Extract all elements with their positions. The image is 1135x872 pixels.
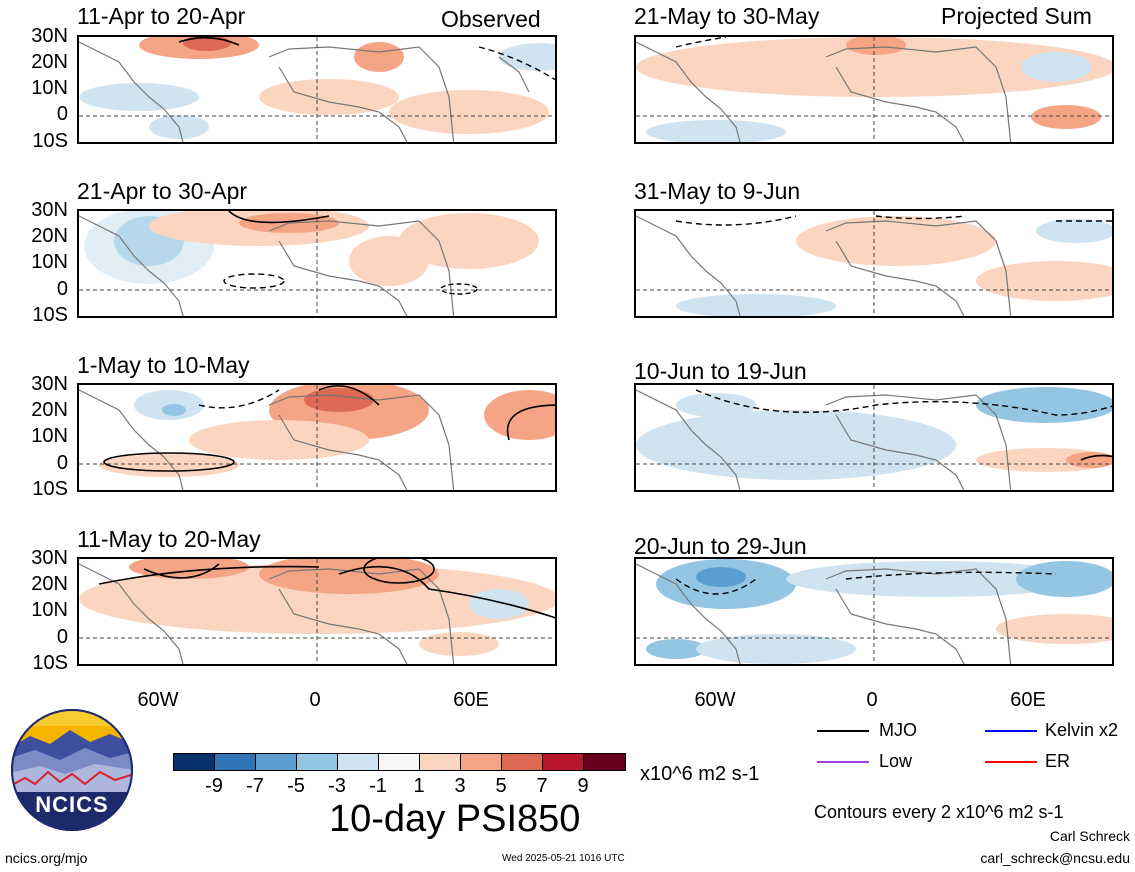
colorbar-label: 1 xyxy=(413,775,425,797)
ncics-logo: NCICS xyxy=(10,708,134,832)
observed-label: Observed xyxy=(441,6,541,32)
lat-label: 30N xyxy=(31,373,68,395)
lat-label: 10S xyxy=(32,478,68,500)
colorbar-label: 5 xyxy=(495,775,507,797)
map-panel-7 xyxy=(634,383,1114,492)
panel-title-1: 11-Apr to 20-Apr xyxy=(77,3,246,29)
contour-note: Contours every 2 x10^6 m2 s-1 xyxy=(814,802,1064,822)
lat-label: 10N xyxy=(31,251,68,273)
colorbar-labels: -9 -7 -5 -3 -1 1 3 5 7 9 xyxy=(173,776,626,798)
lat-label: 0 xyxy=(56,103,68,125)
colorbar-label: 3 xyxy=(454,775,466,797)
lat-label: 20N xyxy=(31,225,68,247)
main-title: 10-day PSI850 xyxy=(329,798,581,840)
lat-label: 0 xyxy=(56,452,68,474)
legend-swatch-mjo xyxy=(817,730,869,732)
map-panel-5 xyxy=(634,35,1114,144)
panel-title-4: 11-May to 20-May xyxy=(77,526,261,552)
colorbar-label: -5 xyxy=(287,775,305,797)
legend-swatch-low xyxy=(817,761,869,763)
lat-label: 0 xyxy=(56,626,68,648)
colorbar-label: -1 xyxy=(369,775,387,797)
psi850-map-5 xyxy=(636,37,1112,142)
colorbar-cell xyxy=(337,753,379,771)
lat-label: 20N xyxy=(31,399,68,421)
lat-label: 20N xyxy=(31,51,68,73)
logo-text: NCICS xyxy=(35,792,109,817)
lon-label-left-0: 0 xyxy=(309,689,321,711)
psi850-map-8 xyxy=(636,559,1112,664)
colorbar-cell xyxy=(460,753,502,771)
panel-title-8: 20-Jun to 29-Jun xyxy=(634,533,807,559)
psi850-map-1 xyxy=(79,37,555,142)
colorbar-label: -9 xyxy=(205,775,223,797)
lat-label: 10N xyxy=(31,599,68,621)
colorbar-label: -7 xyxy=(246,775,264,797)
colorbar-cell xyxy=(501,753,543,771)
colorbar-cell xyxy=(419,753,461,771)
lat-label: 30N xyxy=(31,547,68,569)
lat-label: 30N xyxy=(31,199,68,221)
psi850-map-3 xyxy=(79,385,555,490)
lon-label-right-60e: 60E xyxy=(1010,689,1046,711)
footer-email[interactable]: carl_schreck@ncsu.edu xyxy=(980,850,1130,866)
legend-label-mjo: MJO xyxy=(879,720,917,740)
map-panel-3 xyxy=(77,383,557,492)
map-panel-4 xyxy=(77,557,557,666)
projected-sum-label: Projected Sum xyxy=(941,3,1092,29)
footer-author: Carl Schreck xyxy=(1049,828,1130,844)
lat-label: 10N xyxy=(31,425,68,447)
map-panel-2 xyxy=(77,209,557,318)
colorbar-cell xyxy=(173,753,215,771)
lat-label: 30N xyxy=(31,25,68,47)
legend-label-er: ER xyxy=(1045,751,1071,771)
lat-label: 0 xyxy=(56,278,68,300)
footer-link[interactable]: ncics.org/mjo xyxy=(5,850,88,866)
lon-label-right-0: 0 xyxy=(866,689,878,711)
colorbar-cell xyxy=(255,753,297,771)
panel-title-3: 1-May to 10-May xyxy=(77,352,250,378)
lon-label-right-60w: 60W xyxy=(694,689,736,711)
colorbar-cell xyxy=(214,753,256,771)
colorbar-cell xyxy=(542,753,584,771)
lat-label: 10N xyxy=(31,77,68,99)
colorbar-label: 7 xyxy=(536,775,548,797)
colorbar-label: 9 xyxy=(577,775,589,797)
map-panel-8 xyxy=(634,557,1114,666)
lon-label-left-60e: 60E xyxy=(453,689,489,711)
colorbar-cell xyxy=(296,753,338,771)
colorbar xyxy=(173,753,626,771)
map-panel-6 xyxy=(634,209,1114,318)
lat-label: 10S xyxy=(32,130,68,152)
panel-title-5: 21-May to 30-May xyxy=(634,3,820,29)
legend-label-kelvin: Kelvin x2 xyxy=(1045,720,1119,740)
lat-label: 10S xyxy=(32,652,68,674)
legend-label-low: Low xyxy=(879,751,913,771)
lon-label-left-60w: 60W xyxy=(137,689,179,711)
legend-swatch-kelvin xyxy=(985,730,1037,732)
psi850-map-2 xyxy=(79,211,555,316)
colorbar-units: x10^6 m2 s-1 xyxy=(640,763,760,785)
panel-title-2: 21-Apr to 30-Apr xyxy=(77,178,248,204)
legend-swatch-er xyxy=(985,761,1037,763)
psi850-map-6 xyxy=(636,211,1112,316)
colorbar-label: -3 xyxy=(328,775,346,797)
psi850-map-7 xyxy=(636,385,1112,490)
map-panel-1 xyxy=(77,35,557,144)
footer-timestamp: Wed 2025-05-21 1016 UTC xyxy=(502,853,625,864)
panel-title-7: 10-Jun to 19-Jun xyxy=(634,358,807,384)
lat-label: 20N xyxy=(31,573,68,595)
psi850-map-4 xyxy=(79,559,555,664)
colorbar-cell xyxy=(378,753,420,771)
colorbar-cell xyxy=(583,753,626,771)
panel-title-6: 31-May to 9-Jun xyxy=(634,178,801,204)
lat-label: 10S xyxy=(32,304,68,326)
